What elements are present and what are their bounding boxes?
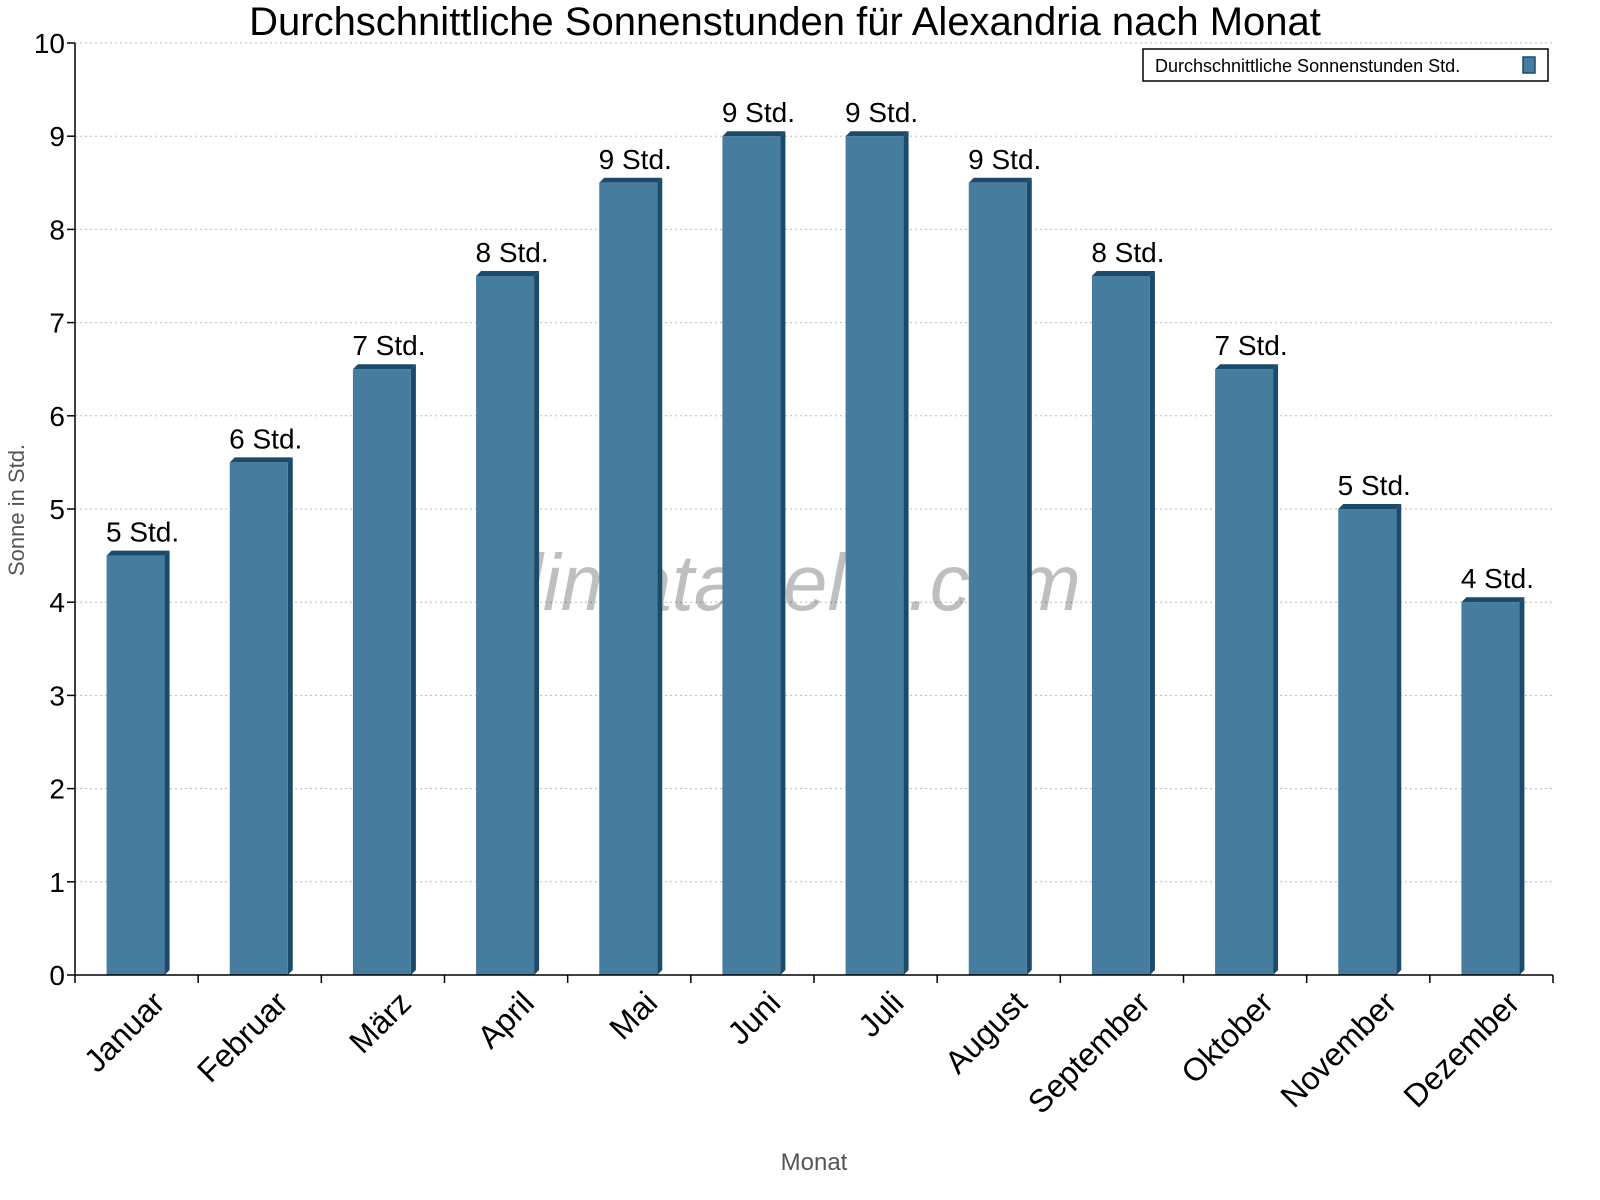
bar-top bbox=[106, 550, 170, 556]
data-label: 7 Std. bbox=[1214, 330, 1287, 361]
data-label: 9 Std. bbox=[722, 97, 795, 128]
bar-side bbox=[1026, 177, 1032, 976]
data-label: 9 Std. bbox=[968, 144, 1041, 175]
x-tick-label: April bbox=[470, 984, 541, 1055]
grid bbox=[75, 42, 1553, 883]
y-tick-label: 8 bbox=[49, 214, 65, 245]
bar bbox=[106, 555, 165, 975]
legend: Durchschnittliche Sonnenstunden Std. bbox=[1142, 48, 1549, 82]
x-tick-label: September bbox=[1021, 984, 1157, 1120]
bar bbox=[1338, 509, 1397, 975]
x-tick-label: Februar bbox=[190, 984, 295, 1089]
bar-side bbox=[903, 131, 909, 975]
data-label: 4 Std. bbox=[1461, 563, 1534, 594]
bar-top bbox=[352, 364, 416, 370]
x-tick-label: Juli bbox=[851, 984, 910, 1043]
x-tick-label: August bbox=[938, 984, 1034, 1080]
y-tick-label: 7 bbox=[49, 308, 65, 339]
bar-side bbox=[657, 177, 663, 976]
data-label: 7 Std. bbox=[352, 330, 425, 361]
bar-top bbox=[1338, 504, 1402, 509]
bar-side bbox=[164, 550, 170, 975]
x-tick-label: Oktober bbox=[1174, 984, 1280, 1090]
bars: 5 Std. 6 Std. 7 Std. 8 Std. 9 Std. 9 Std. 9 St… bbox=[106, 97, 1534, 976]
legend-box bbox=[1142, 48, 1549, 82]
bar-top bbox=[845, 131, 909, 137]
y-tick-label: 5 bbox=[49, 494, 65, 525]
bar bbox=[229, 462, 288, 975]
bar bbox=[476, 276, 535, 975]
bar bbox=[599, 182, 658, 976]
data-label: 5 Std. bbox=[1338, 470, 1411, 501]
y-tick-label: 10 bbox=[34, 28, 65, 59]
bar-top bbox=[722, 131, 786, 137]
chart-title: Durchschnittliche Sonnenstunden für Alex… bbox=[249, 0, 1321, 44]
y-tick-label: 4 bbox=[49, 587, 65, 618]
bar-side bbox=[287, 457, 293, 975]
bar bbox=[845, 136, 904, 975]
legend-entry-label: Durchschnittliche Sonnenstunden Std. bbox=[1155, 56, 1460, 76]
x-tick-label: November bbox=[1273, 984, 1403, 1114]
x-tick-label: Mai bbox=[602, 984, 664, 1046]
bar-side bbox=[410, 364, 416, 975]
bar-side bbox=[1149, 271, 1155, 975]
y-tick-label: 0 bbox=[49, 960, 65, 991]
bar-top bbox=[1461, 597, 1525, 603]
bar-top bbox=[476, 271, 540, 276]
y-axis-label: Sonne in Std. bbox=[4, 444, 29, 576]
data-label: 8 Std. bbox=[475, 237, 548, 268]
bar-top bbox=[1215, 364, 1279, 370]
bar bbox=[1215, 369, 1274, 975]
y-tick-label: 9 bbox=[49, 121, 65, 152]
bar-side bbox=[1273, 364, 1279, 975]
bar-top bbox=[968, 177, 1032, 183]
bar bbox=[968, 182, 1027, 976]
bar-top bbox=[599, 177, 663, 183]
data-label: 6 Std. bbox=[229, 423, 302, 454]
bar-top bbox=[1091, 271, 1155, 276]
data-label: 9 Std. bbox=[845, 97, 918, 128]
y-tick-label: 3 bbox=[49, 680, 65, 711]
bar-top bbox=[229, 457, 293, 463]
bar bbox=[352, 369, 411, 975]
bar-side bbox=[1396, 504, 1402, 975]
y-tick-label: 1 bbox=[49, 867, 65, 898]
bar bbox=[722, 136, 781, 975]
legend-swatch bbox=[1522, 56, 1536, 74]
y-tick-label: 2 bbox=[49, 774, 65, 805]
x-tick-label: Juni bbox=[720, 984, 787, 1051]
bar bbox=[1091, 276, 1150, 975]
bar-side bbox=[1519, 597, 1525, 975]
bar-side bbox=[780, 131, 786, 975]
x-tick-label: März bbox=[342, 984, 418, 1060]
x-tick-label: Januar bbox=[77, 984, 172, 1079]
data-label: 9 Std. bbox=[599, 144, 672, 175]
x-tick-label: Dezember bbox=[1397, 984, 1527, 1114]
bar-side bbox=[534, 271, 540, 975]
data-label: 5 Std. bbox=[106, 517, 179, 548]
y-tick-label: 6 bbox=[49, 401, 65, 432]
bar bbox=[1461, 602, 1520, 975]
data-label: 8 Std. bbox=[1091, 237, 1164, 268]
x-axis-label: Monat bbox=[781, 1149, 848, 1176]
